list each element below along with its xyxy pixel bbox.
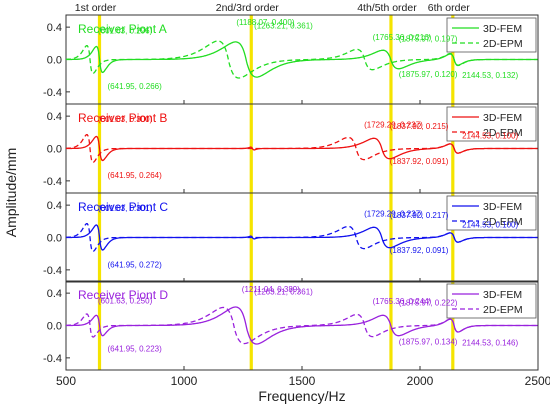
annotation-4-6: (641.95, 0.223)	[108, 345, 163, 354]
series-line-4-3d-fem	[66, 306, 538, 345]
legend-label-3-2: 2D-EPM	[483, 216, 523, 228]
annotation-1-8: (1875.97, 0.120)	[399, 70, 458, 79]
panel-title-3: Receiver Piont C	[78, 200, 168, 214]
y-tick-label-4-1: 0.4	[47, 288, 62, 300]
annotation-4-4: (1765.36, 0.244)	[373, 297, 432, 306]
y-tick-label-1-3: -0.4	[43, 87, 62, 99]
mode-label-4: 6th order	[428, 2, 471, 14]
annotation-4-2: (1211.04, 0.389)	[242, 285, 300, 294]
series-line-1-3d-fem	[66, 41, 538, 78]
y-tick-label-2-1: 0.4	[47, 111, 62, 123]
annotation-1-1: (601.63, 0.296)	[98, 27, 153, 36]
annotation-4-1: (601.63, 0.250)	[98, 296, 153, 305]
annotation-2-2: (1729.29, 0.237)	[364, 120, 423, 129]
annotation-1-3: (1263.21, 0.361)	[254, 21, 313, 30]
annotation-3-2: (1729.29, 0.237)	[364, 209, 423, 218]
x-tick-label-1: 500	[56, 374, 76, 388]
annotation-2-4: (1837.92, 0.215)	[390, 122, 449, 131]
legend-label-4-1: 3D-FEM	[483, 289, 522, 301]
legend-label-1-1: 3D-FEM	[483, 23, 522, 35]
annotation-2-6: (1837.92, 0.091)	[390, 157, 449, 166]
annotation-3-4: (1837.92, 0.217)	[390, 211, 449, 220]
x-axis-title: Frequency/Hz	[258, 388, 345, 404]
y-tick-label-4-2: 0.0	[47, 321, 62, 333]
x-tick-label-2: 1000	[171, 374, 198, 388]
annotation-3-1: (601.63, 0.301)	[98, 204, 153, 213]
annotation-1-5: (1875.97, 0.197)	[399, 35, 458, 44]
y-tick-label-3-3: -0.4	[43, 265, 62, 277]
legend-label-2-1: 3D-FEM	[483, 112, 522, 124]
annotation-4-3: (1263.21, 0.361)	[254, 287, 313, 296]
y-tick-label-2-2: 0.0	[47, 144, 62, 156]
annotation-1-6: (641.95, 0.266)	[108, 82, 163, 91]
legend-label-3-1: 3D-FEM	[483, 201, 522, 213]
mode-label-1: 1st order	[75, 2, 117, 14]
legend-label-4-2: 2D-EPM	[483, 304, 523, 316]
x-tick-label-3: 1500	[289, 374, 316, 388]
panel-title-1: Receiver Piont A	[78, 22, 167, 36]
y-tick-label-2-3: -0.4	[43, 176, 62, 188]
legend-box-4	[446, 283, 537, 319]
annotation-4-5: (1875.97, 0.222)	[399, 299, 458, 308]
series-line-2-3d-fem	[66, 135, 538, 162]
y-tick-label-3-2: 0.0	[47, 233, 62, 245]
annotation-2-5: (641.95, 0.264)	[108, 171, 163, 180]
annotation-4-7: 2144.53, 0.146)	[462, 338, 518, 347]
annotation-2-1: (601.63, 0.300)	[98, 115, 153, 124]
y-tick-label-3-1: 0.4	[47, 200, 62, 212]
annotation-1-4: (1765.36, 0.216)	[373, 33, 432, 42]
annotation-3-3: 2144.53, 0.100)	[462, 220, 518, 229]
panel-title-2: Receiver Piont B	[78, 111, 167, 125]
y-tick-label-1-1: 0.4	[47, 22, 62, 34]
annotation-1-2: (1188.07, 0.400)	[236, 18, 294, 27]
y-tick-label-1-2: 0.0	[47, 55, 62, 67]
y-axis-title: Amplitude/mm	[3, 148, 19, 237]
y-tick-label-4-3: -0.4	[43, 353, 62, 365]
legend-label-2-2: 2D-EPM	[483, 127, 523, 139]
annotation-2-3: 2144.53, 0.100)	[462, 131, 518, 140]
series-line-3-3d-fem	[66, 224, 538, 251]
legend-box-3	[446, 195, 537, 231]
mode-label-3: 4th/5th order	[357, 2, 417, 14]
x-tick-label-5: 2500	[525, 374, 550, 388]
legend-label-1-2: 2D-EPM	[483, 38, 523, 50]
annotation-3-6: (1837.92, 0.091)	[390, 246, 449, 255]
legend-box-1	[446, 17, 537, 53]
panel-title-4: Receiver Piont D	[78, 288, 168, 302]
annotation-3-5: (641.95, 0.272)	[108, 261, 163, 270]
x-tick-label-4: 2000	[407, 374, 434, 388]
annotation-1-7: 2144.53, 0.132)	[462, 71, 518, 80]
legend-box-2	[446, 106, 537, 142]
mode-label-2: 2nd/3rd order	[216, 2, 280, 14]
annotation-4-8: (1875.97, 0.134)	[399, 337, 458, 346]
